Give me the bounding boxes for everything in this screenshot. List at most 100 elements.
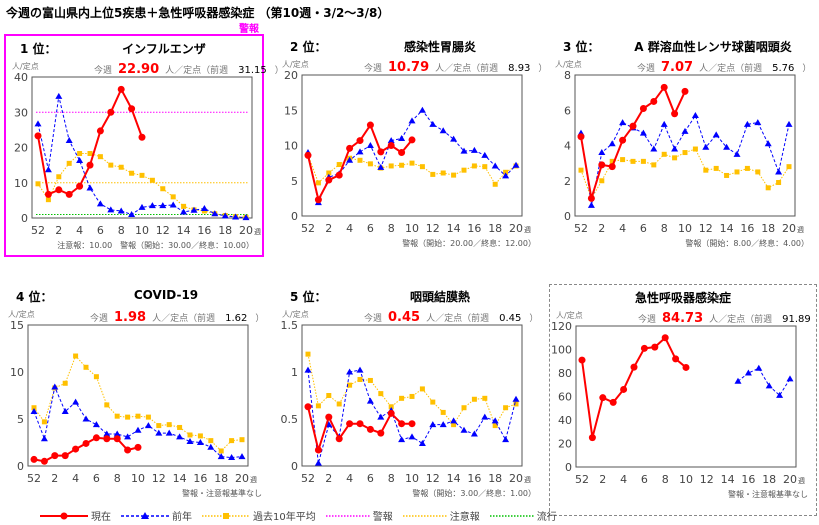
x-tick-label: 18 <box>488 222 502 235</box>
series-current <box>578 334 690 442</box>
data-point-previous <box>76 157 84 164</box>
data-point-avg10 <box>388 404 394 410</box>
data-point-avg10 <box>682 150 688 156</box>
data-point-previous <box>356 366 364 373</box>
data-point-current <box>304 151 312 159</box>
data-point-avg10 <box>492 181 498 187</box>
data-point-avg10 <box>135 413 141 419</box>
legend-label: 流行 <box>536 512 557 523</box>
data-point-avg10 <box>187 432 193 438</box>
series-previous <box>30 383 246 461</box>
y-tick-label: 6 <box>564 104 571 117</box>
chart-title: 急性呼吸器感染症 <box>634 291 731 305</box>
data-point-current <box>639 104 647 112</box>
data-point-previous <box>190 206 198 213</box>
data-point-previous <box>712 131 720 138</box>
x-tick-label: 8 <box>388 222 395 235</box>
data-point-current <box>377 429 385 437</box>
data-point-current <box>76 182 84 190</box>
data-point-previous <box>51 383 59 390</box>
legend-item-previous: 前年 <box>121 508 192 523</box>
legend-swatch-caution <box>402 514 447 517</box>
data-point-previous <box>148 202 156 209</box>
data-point-previous <box>169 201 177 208</box>
chart-rank: 4 位： <box>16 290 53 304</box>
close-paren: ） <box>802 64 812 74</box>
data-point-avg10 <box>492 423 498 429</box>
last-week-value: 0.45 <box>499 313 522 324</box>
data-point-avg10 <box>83 364 89 370</box>
x-tick-label: 12 <box>426 222 440 235</box>
unit-label: 人/定点 <box>12 62 39 71</box>
y-tick-label: 1 <box>291 366 298 379</box>
close-paren: ） <box>538 64 548 74</box>
data-point-current <box>681 87 689 95</box>
data-point-avg10 <box>430 399 436 405</box>
close-paren: ） <box>255 314 265 324</box>
data-point-avg10 <box>31 405 37 411</box>
data-point-current <box>124 446 132 454</box>
data-point-avg10 <box>114 413 120 419</box>
data-point-avg10 <box>336 162 342 168</box>
data-point-avg10 <box>672 155 678 161</box>
data-point-avg10 <box>87 150 93 156</box>
data-point-previous <box>232 213 240 220</box>
data-point-previous <box>144 422 152 429</box>
data-point-previous <box>387 137 395 144</box>
per-point-label: 人／定点（前週 <box>709 315 773 325</box>
data-point-current <box>30 455 38 463</box>
legend-item-epidemic: 流行 <box>489 508 557 523</box>
x-tick-label: 10 <box>405 472 419 485</box>
data-point-previous <box>650 145 658 152</box>
week-suffix: 週 <box>797 225 804 234</box>
data-point-current <box>356 137 364 145</box>
data-point-current <box>671 110 679 118</box>
data-point-current <box>356 420 364 428</box>
data-point-previous <box>398 436 406 443</box>
plot-area <box>574 74 796 217</box>
y-tick-label: 10 <box>284 140 298 153</box>
data-point-avg10 <box>440 170 446 176</box>
unit-label: 人/定点 <box>556 311 583 320</box>
legend-marker <box>60 512 68 519</box>
data-point-current <box>40 457 48 465</box>
y-tick-label: 120 <box>551 320 572 333</box>
x-tick-label: 4 <box>619 222 626 235</box>
unit-label: 人/定点 <box>8 310 35 319</box>
data-point-current <box>346 144 354 152</box>
data-point-previous <box>346 156 354 163</box>
x-tick-label: 12 <box>426 472 440 485</box>
data-point-avg10 <box>692 146 698 152</box>
chart-footnote: 注意報：10.00 警報（開始：30.00／終息：10.00） <box>57 241 254 250</box>
chart-svg: 0 0.5 1 1.5 52 2 4 6 8 10 12 14 16 18 20 週 <box>281 319 532 485</box>
week-suffix: 週 <box>524 475 531 484</box>
data-point-previous <box>228 454 236 461</box>
data-point-previous <box>40 435 48 442</box>
x-tick-label: 18 <box>218 224 232 237</box>
x-tick-label: 6 <box>97 224 104 237</box>
data-point-avg10 <box>197 433 203 439</box>
data-point-previous <box>366 142 374 148</box>
data-point-previous <box>619 119 627 126</box>
data-point-avg10 <box>357 377 363 383</box>
data-point-avg10 <box>347 382 353 388</box>
x-tick-label: 4 <box>76 224 83 237</box>
legend-item-alarm: 警報 <box>325 508 393 523</box>
close-paren: ） <box>529 314 539 324</box>
data-point-current <box>661 334 669 342</box>
data-point-current <box>609 398 617 406</box>
x-tick-label: 12 <box>699 222 713 235</box>
data-point-current <box>651 343 659 351</box>
y-tick-label: 0 <box>17 460 24 473</box>
data-point-current <box>346 420 354 428</box>
chart-rank: 3 位： <box>563 40 600 54</box>
x-tick-label: 16 <box>193 472 207 485</box>
data-point-avg10 <box>56 174 62 180</box>
x-tick-label: 2 <box>55 224 62 237</box>
data-point-avg10 <box>440 409 446 415</box>
data-point-current <box>366 425 374 433</box>
series-line-previous <box>37 96 247 219</box>
y-tick-label: 20 <box>14 142 28 155</box>
x-tick-label: 20 <box>235 472 249 485</box>
data-point-previous <box>418 106 426 113</box>
